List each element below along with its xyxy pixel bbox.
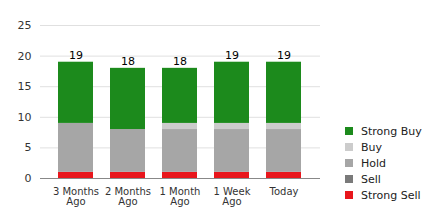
svg-text:25: 25 — [18, 19, 32, 32]
svg-text:1 MonthAgo: 1 MonthAgo — [160, 186, 201, 207]
svg-text:15: 15 — [18, 80, 32, 93]
svg-text:19: 19 — [225, 49, 239, 62]
svg-text:1 WeekAgo: 1 WeekAgo — [214, 186, 251, 207]
svg-text:18: 18 — [121, 55, 135, 68]
svg-text:19: 19 — [277, 49, 291, 62]
svg-text:2 MonthsAgo: 2 MonthsAgo — [105, 186, 151, 207]
html-text:Sell: Sell — [361, 172, 381, 186]
html-text:Hold: Hold — [361, 156, 386, 170]
html-text:Buy: Buy — [361, 140, 382, 154]
svg-text:20: 20 — [18, 50, 32, 63]
svg-text:3 MonthsAgo: 3 MonthsAgo — [53, 186, 99, 207]
svg-text:19: 19 — [69, 49, 83, 62]
svg-text:10: 10 — [18, 111, 32, 124]
svg-text:5: 5 — [25, 141, 32, 154]
svg-text:0: 0 — [25, 172, 32, 185]
html-text:Strong Sell: Strong Sell — [361, 188, 421, 202]
svg-text:18: 18 — [173, 55, 187, 68]
svg-text:Today: Today — [269, 186, 299, 197]
html-text:Strong Buy: Strong Buy — [361, 124, 422, 138]
